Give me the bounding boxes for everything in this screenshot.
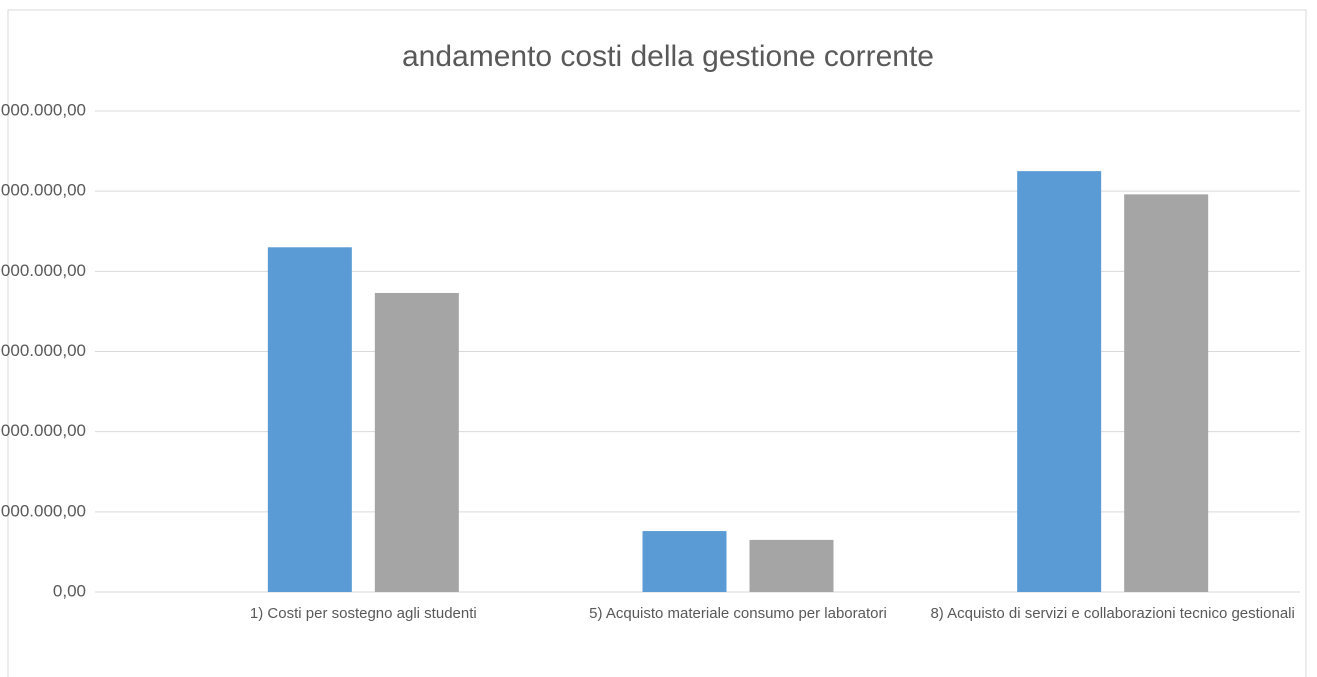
x-tick-label: 1) Costi per sostegno agli studenti — [249, 605, 477, 622]
y-tick-label: 5.000.000,00 — [0, 181, 86, 200]
bar — [1017, 171, 1102, 592]
y-tick-label: 4.000.000,00 — [0, 261, 86, 280]
bar — [1124, 194, 1209, 592]
y-tick-label: 0,00 — [53, 581, 86, 600]
x-tick-label: 8) Acquisto di servizi e collaborazioni … — [930, 605, 1295, 622]
bar — [267, 247, 352, 593]
chart-title: andamento costi della gestione corrente — [402, 40, 934, 73]
bar — [642, 531, 727, 592]
chart-border — [7, 9, 1307, 677]
y-tick-label: 2.000.000,00 — [0, 421, 86, 440]
y-tick-label: 3.000.000,00 — [0, 341, 86, 360]
y-tick-label: 6.000.000,00 — [0, 100, 86, 119]
x-tick-label: 5) Acquisto materiale consumo per labora… — [589, 605, 887, 622]
bar — [749, 539, 834, 592]
y-tick-label: 1.000.000,00 — [0, 501, 86, 520]
bar — [374, 292, 459, 592]
